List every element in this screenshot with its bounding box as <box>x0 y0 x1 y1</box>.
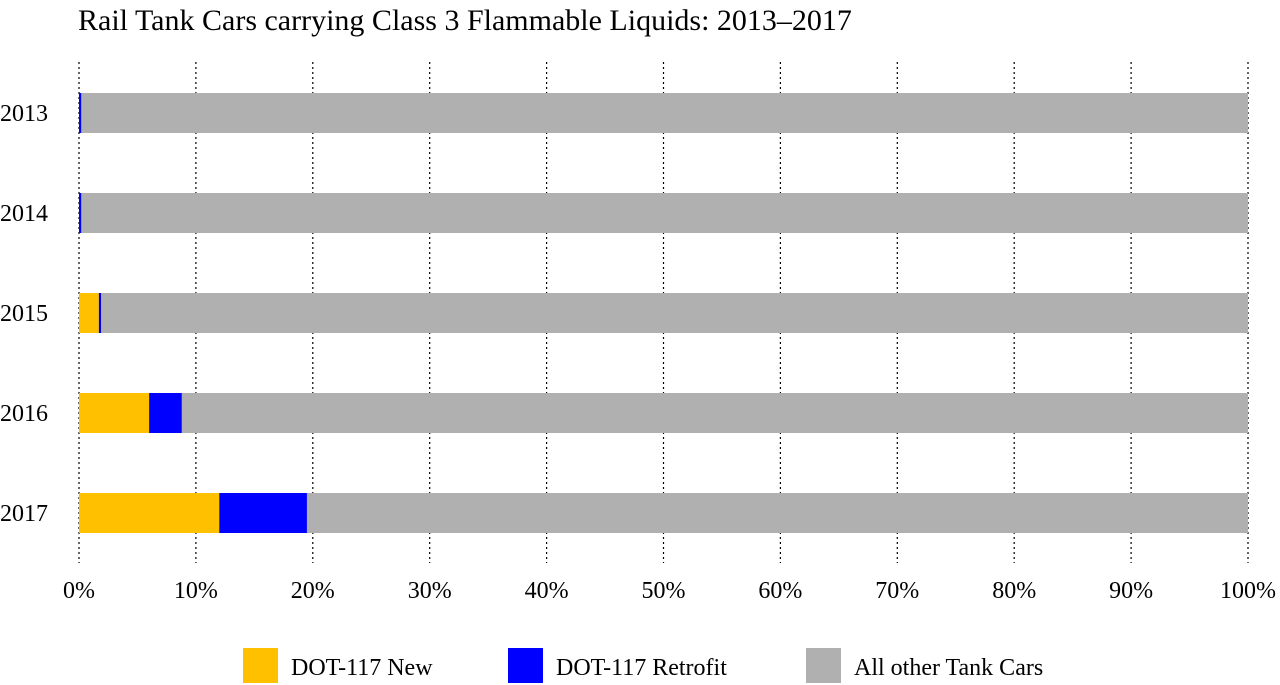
bar-segment-2015-dot-117-new <box>79 293 99 333</box>
y-axis-labels: 2013 2014 2015 2016 2017 <box>0 101 48 527</box>
bar-segment-2016-dot-117-new <box>79 393 150 433</box>
bar-segment-2013-all-other-tank-cars <box>81 93 1248 133</box>
x-tick-label: 80% <box>992 578 1036 604</box>
x-tick-label: 20% <box>291 578 335 604</box>
bar-segment-2013-dot-117-retrofit <box>79 93 82 133</box>
legend-label: DOT-117 New <box>291 655 433 681</box>
bars <box>79 93 1249 533</box>
y-axis-label: 2015 <box>0 301 48 327</box>
bar-segment-2014-dot-117-retrofit <box>79 193 82 233</box>
x-tick-label: 100% <box>1220 578 1276 604</box>
y-axis-label: 2017 <box>0 501 48 527</box>
legend-label: All other Tank Cars <box>854 655 1043 681</box>
legend: DOT-117 New DOT-117 Retrofit All other Tan… <box>243 648 1043 683</box>
bar-segment-2015-dot-117-retrofit <box>98 293 102 333</box>
bar-segment-2016-all-other-tank-cars <box>181 393 1249 433</box>
x-tick-label: 70% <box>875 578 919 604</box>
x-tick-label: 10% <box>174 578 218 604</box>
y-axis-label: 2014 <box>0 201 48 227</box>
bar-segment-2015-all-other-tank-cars <box>101 293 1249 333</box>
legend-swatch <box>243 648 278 683</box>
legend-swatch <box>806 648 841 683</box>
bar-segment-2017-all-other-tank-cars <box>306 493 1249 533</box>
y-axis-label: 2013 <box>0 101 48 127</box>
bar-segment-2016-dot-117-retrofit <box>149 393 182 433</box>
x-axis-tick-labels: 0% 10% 20% 30% 40% 50% 60% 70% 80% 90% 100% <box>63 578 1276 604</box>
bar-segment-2017-dot-117-new <box>79 493 220 533</box>
chart-title: Rail Tank Cars carrying Class 3 Flammabl… <box>78 4 852 37</box>
x-tick-label: 90% <box>1109 578 1153 604</box>
y-axis-label: 2016 <box>0 401 48 427</box>
x-tick-label: 60% <box>758 578 802 604</box>
x-tick-label: 30% <box>408 578 452 604</box>
legend-swatch <box>508 648 543 683</box>
x-tick-label: 50% <box>642 578 686 604</box>
legend-label: DOT-117 Retrofit <box>556 655 727 681</box>
x-tick-label: 0% <box>63 578 95 604</box>
x-tick-label: 40% <box>525 578 569 604</box>
bar-segment-2014-all-other-tank-cars <box>81 193 1248 233</box>
bar-segment-2017-dot-117-retrofit <box>219 493 307 533</box>
